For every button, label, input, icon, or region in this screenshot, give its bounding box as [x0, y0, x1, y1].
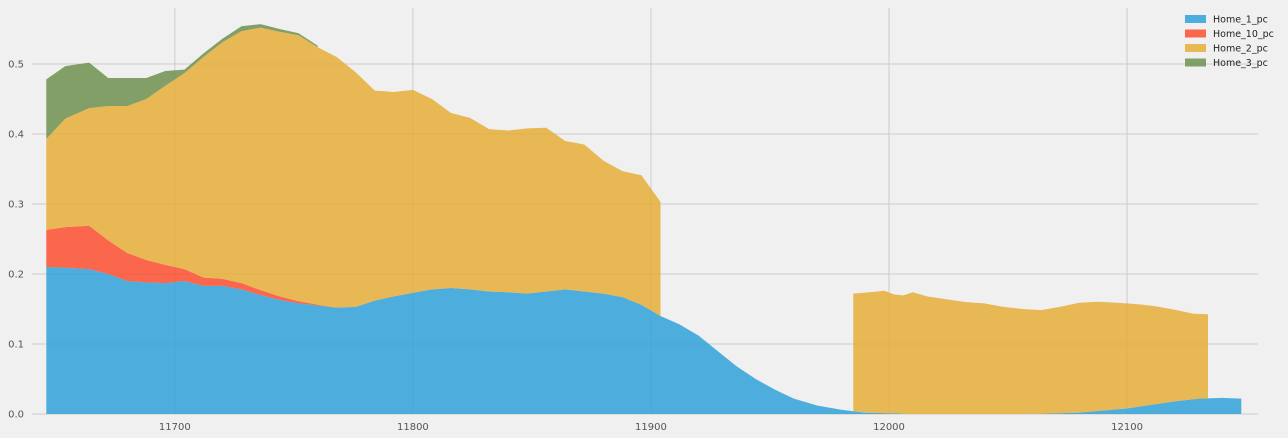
y-tick-label: 0.0	[8, 410, 24, 421]
x-axis-ticks: 11700 11800 11900 12000 12100	[159, 422, 1143, 433]
x-tick-label: 11700	[159, 422, 191, 433]
area-home-2-pc	[46, 27, 661, 316]
area-home-10-pc	[46, 225, 661, 316]
y-tick-label: 0.4	[8, 130, 24, 141]
legend-label: Home_1_pc	[1213, 15, 1268, 26]
y-axis-ticks: 0.0 0.1 0.2 0.3 0.4 0.5	[8, 60, 24, 421]
legend-label: Home_2_pc	[1213, 44, 1268, 55]
area-home-3-pc	[46, 24, 318, 139]
legend-swatch	[1185, 15, 1206, 23]
legend: Home_1_pc Home_10_pc Home_2_pc Home_3_pc	[1185, 15, 1274, 69]
area-home-1-pc	[46, 267, 1242, 414]
series-areas	[46, 24, 1242, 414]
y-tick-label: 0.2	[8, 270, 24, 281]
x-tick-label: 11800	[397, 422, 429, 433]
legend-swatch	[1185, 29, 1206, 38]
y-tick-label: 0.3	[8, 200, 24, 211]
x-tick-label: 11900	[635, 422, 667, 433]
y-tick-label: 0.1	[8, 340, 24, 351]
legend-swatch	[1185, 44, 1206, 52]
x-tick-label: 12100	[1111, 422, 1143, 433]
area-home-2-pc	[853, 290, 1208, 414]
legend-label: Home_10_pc	[1213, 29, 1274, 40]
y-tick-label: 0.5	[8, 60, 24, 71]
legend-swatch	[1185, 58, 1206, 67]
legend-label: Home_3_pc	[1213, 58, 1268, 69]
x-tick-label: 12000	[873, 422, 905, 433]
